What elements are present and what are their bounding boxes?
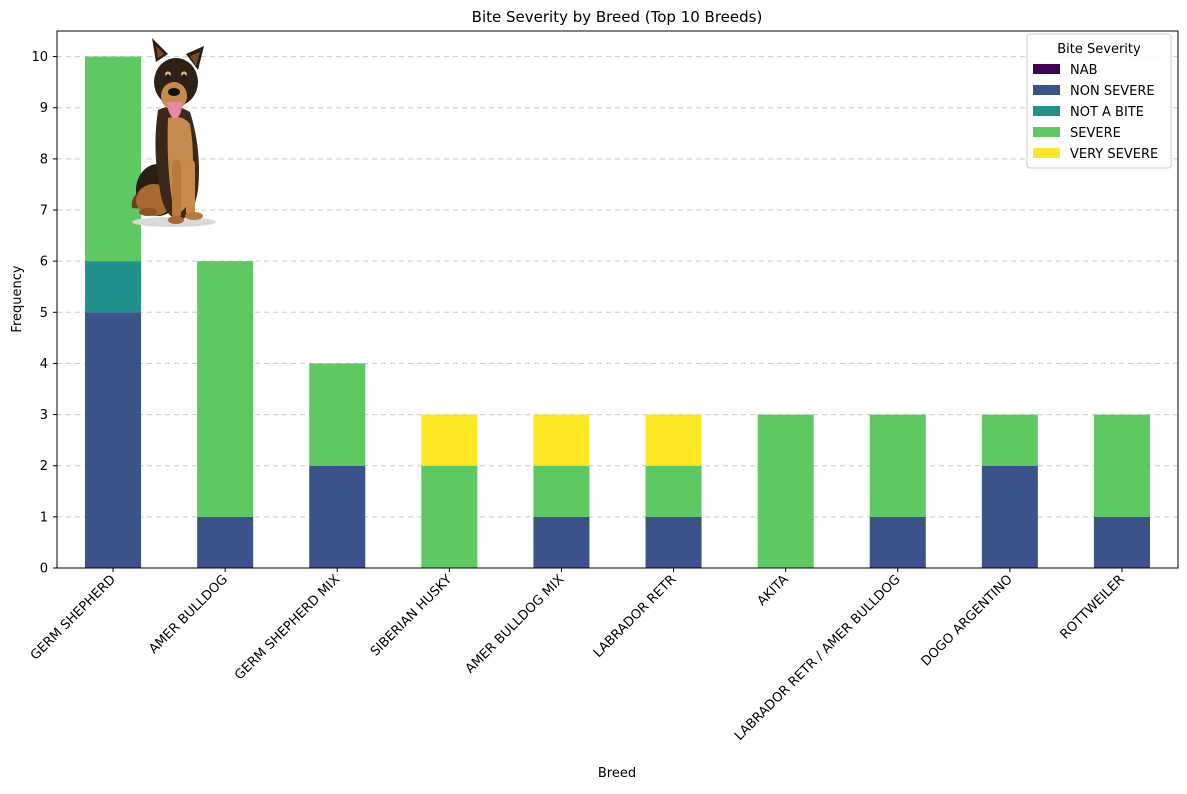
legend-items: NAB NON SEVERE NOT A BITE SEVERE VERY SEVERE bbox=[1033, 63, 1158, 162]
bar-labrador-retr-amer-bulldog-non-severe bbox=[869, 516, 926, 568]
y-tick-label: 1 bbox=[40, 510, 48, 525]
bar-rottweiler-non-severe bbox=[1093, 516, 1150, 568]
grid-lines bbox=[57, 56, 1178, 518]
bar-labrador-retr-amer-bulldog-severe bbox=[869, 414, 926, 517]
y-tick-label: 4 bbox=[40, 357, 48, 372]
legend-label-nab: NAB bbox=[1070, 63, 1098, 78]
bar-siberian-husky-severe bbox=[421, 465, 478, 568]
legend-swatch-very-severe bbox=[1033, 148, 1060, 158]
bar-germ-shepherd-severe bbox=[85, 56, 142, 262]
german-shepherd-dog-icon bbox=[131, 38, 216, 227]
legend-swatch-severe bbox=[1033, 127, 1060, 137]
bar-labrador-retr-severe bbox=[645, 465, 702, 517]
x-axis-label: Breed bbox=[598, 766, 636, 781]
bar-amer-bulldog-severe bbox=[197, 261, 254, 517]
y-tick-label: 3 bbox=[40, 408, 48, 423]
bar-germ-shepherd-non-severe bbox=[85, 312, 142, 568]
plot-frame bbox=[56, 30, 1179, 569]
legend-title: Bite Severity bbox=[1057, 42, 1141, 57]
legend: Bite Severity NAB NON SEVERE NOT A BITE SEV… bbox=[1026, 33, 1172, 169]
legend-label-non-severe: NON SEVERE bbox=[1070, 84, 1155, 99]
bar-siberian-husky-very-severe bbox=[421, 414, 478, 466]
legend-swatch-not-a-bite bbox=[1033, 106, 1060, 116]
bar-germ-shepherd-mix-non-severe bbox=[309, 465, 366, 568]
y-tick-label: 2 bbox=[40, 459, 48, 474]
bar-akita-severe bbox=[757, 414, 814, 568]
bar-dogo-argentino-severe bbox=[981, 414, 1038, 466]
legend-label-severe: SEVERE bbox=[1070, 126, 1121, 141]
bar-amer-bulldog-mix-severe bbox=[533, 465, 590, 517]
y-tick-label: 7 bbox=[40, 204, 48, 219]
y-tick-label: 5 bbox=[40, 306, 48, 321]
bar-germ-shepherd-mix-severe bbox=[309, 363, 366, 466]
y-tick-labels: 0 1 2 3 4 5 6 7 8 9 10 bbox=[31, 50, 57, 577]
y-axis-label: Frequency bbox=[10, 265, 25, 332]
bars bbox=[85, 56, 1150, 568]
y-tick-label: 8 bbox=[40, 152, 48, 167]
legend-swatch-non-severe bbox=[1033, 85, 1060, 95]
legend-label-not-a-bite: NOT A BITE bbox=[1070, 105, 1144, 120]
legend-swatch-nab bbox=[1033, 64, 1060, 74]
bar-dogo-argentino-non-severe bbox=[981, 465, 1038, 568]
bar-rottweiler-severe bbox=[1093, 414, 1150, 517]
bar-amer-bulldog-mix-non-severe bbox=[533, 516, 590, 568]
legend-label-very-severe: VERY SEVERE bbox=[1070, 147, 1158, 162]
chart-title: Bite Severity by Breed (Top 10 Breeds) bbox=[472, 8, 763, 26]
bar-amer-bulldog-mix-very-severe bbox=[533, 414, 590, 466]
bar-labrador-retr-non-severe bbox=[645, 516, 702, 568]
legend-frame bbox=[1026, 33, 1172, 169]
bar-amer-bulldog-non-severe bbox=[197, 516, 254, 568]
bar-germ-shepherd-not-a-bite bbox=[85, 261, 142, 313]
y-tick-label: 9 bbox=[40, 101, 48, 116]
y-tick-label: 0 bbox=[40, 562, 48, 577]
axes bbox=[56, 30, 1179, 569]
bar-labrador-retr-very-severe bbox=[645, 414, 702, 466]
y-tick-label: 6 bbox=[40, 255, 48, 270]
y-tick-label: 10 bbox=[31, 50, 48, 65]
